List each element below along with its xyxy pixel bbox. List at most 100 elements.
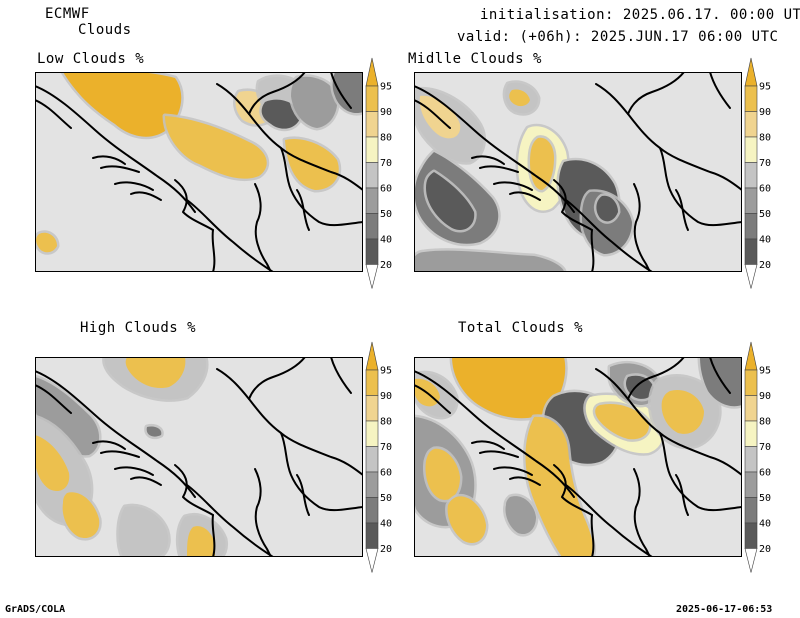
colorbar-bottom-arrow bbox=[744, 264, 758, 289]
island-outline bbox=[114, 181, 154, 191]
country-border bbox=[330, 357, 352, 394]
cloud-area bbox=[425, 448, 460, 500]
colorbar-tick-label: 50 bbox=[380, 209, 392, 220]
island-outline bbox=[92, 155, 126, 165]
island-outline bbox=[100, 450, 140, 458]
colorbar-tick-label: 70 bbox=[380, 442, 392, 453]
colorbar-bottom-arrow bbox=[365, 548, 379, 573]
coastlines-and-borders bbox=[414, 357, 742, 557]
colorbar-tick-label: 60 bbox=[759, 184, 771, 195]
coastline bbox=[186, 484, 274, 557]
country-border bbox=[553, 464, 593, 516]
coastlines-and-borders bbox=[35, 72, 363, 272]
colorbar-tick-label: 80 bbox=[759, 133, 771, 144]
country-border bbox=[211, 229, 216, 272]
coastline bbox=[35, 99, 72, 129]
island-outline bbox=[471, 155, 505, 165]
map-high-clouds bbox=[35, 357, 363, 557]
colorbar-bin bbox=[365, 85, 379, 112]
colorbar-bin bbox=[365, 522, 379, 549]
colorbar-bin bbox=[744, 85, 758, 112]
colorbar-bin bbox=[365, 369, 379, 396]
colorbar-total: 20 40 50 60 70 80 90 95 bbox=[743, 341, 783, 576]
island-outline bbox=[114, 466, 154, 476]
country-border bbox=[296, 474, 310, 516]
panel-title-middle: Midlle Clouds % bbox=[408, 51, 542, 67]
coastline bbox=[35, 85, 196, 213]
colorbar-tick-label: 70 bbox=[759, 442, 771, 453]
colorbar-tick-label: 80 bbox=[380, 417, 392, 428]
colorbar-bin bbox=[744, 471, 758, 498]
colorbar-bin bbox=[744, 369, 758, 396]
cloud-area bbox=[626, 375, 654, 399]
colorbar-tick-label: 70 bbox=[380, 158, 392, 169]
coastline bbox=[414, 99, 451, 129]
cloud-area bbox=[165, 116, 267, 179]
cloud-area bbox=[661, 389, 704, 434]
colorbar-tick-label: 20 bbox=[380, 544, 392, 555]
coastline bbox=[414, 384, 451, 414]
colorbar-tick-label: 90 bbox=[380, 391, 392, 402]
coastlines-and-borders bbox=[35, 357, 363, 557]
colorbar-tick-label: 40 bbox=[759, 235, 771, 246]
country-border bbox=[254, 468, 272, 557]
cloud-area bbox=[509, 89, 530, 107]
model-name: ECMWF bbox=[45, 6, 90, 22]
coastline bbox=[35, 370, 196, 498]
cloud-area bbox=[291, 76, 338, 128]
country-border bbox=[709, 72, 731, 109]
map-total-clouds bbox=[414, 357, 742, 557]
colorbar-bin bbox=[744, 420, 758, 447]
map-frame bbox=[414, 357, 742, 557]
colorbar-low: 20 40 50 60 70 80 90 95 bbox=[364, 57, 404, 292]
coastline bbox=[414, 85, 575, 213]
colorbar-tick-label: 40 bbox=[380, 235, 392, 246]
footer-timestamp: 2025-06-17-06:53 bbox=[676, 604, 773, 615]
panel-title-high: High Clouds % bbox=[80, 320, 197, 336]
colorbar-tick-label: 90 bbox=[759, 107, 771, 118]
coastline bbox=[35, 384, 72, 414]
country-border bbox=[709, 357, 731, 394]
colorbar-bin bbox=[365, 111, 379, 138]
colorbar-bin bbox=[365, 187, 379, 214]
colorbar-tick-label: 80 bbox=[759, 417, 771, 428]
island-outline bbox=[493, 466, 533, 476]
country-border bbox=[248, 357, 306, 400]
cloud-area bbox=[332, 72, 363, 114]
island-outline bbox=[100, 165, 140, 173]
colorbar-tick-label: 95 bbox=[759, 366, 771, 377]
island-outline bbox=[130, 191, 162, 201]
cloud-fields bbox=[414, 357, 742, 557]
colorbar-tick-label: 60 bbox=[759, 468, 771, 479]
cloud-area bbox=[505, 496, 536, 535]
colorbar-bin bbox=[365, 238, 379, 265]
colorbar-top-arrow bbox=[365, 57, 379, 87]
colorbar-bin bbox=[365, 471, 379, 498]
colorbar-bin bbox=[365, 420, 379, 447]
colorbar-bin bbox=[744, 213, 758, 240]
colorbar-tick-label: 40 bbox=[380, 519, 392, 530]
island-outline bbox=[92, 440, 126, 450]
init-time: initialisation: 2025.06.17. 00:00 UTC bbox=[480, 7, 800, 23]
cloud-area bbox=[63, 72, 182, 137]
cloud-area bbox=[118, 506, 169, 557]
cloud-area bbox=[426, 172, 475, 231]
colorbar-tick-label: 40 bbox=[759, 519, 771, 530]
colorbar-tick-label: 20 bbox=[759, 260, 771, 271]
island-outline bbox=[471, 440, 505, 450]
cloud-area bbox=[525, 416, 594, 557]
country-border bbox=[633, 183, 651, 272]
map-frame bbox=[35, 72, 363, 272]
coastline bbox=[414, 370, 575, 498]
colorbar-bin bbox=[744, 111, 758, 138]
cloud-fields bbox=[35, 72, 363, 255]
colorbar-bin bbox=[744, 446, 758, 473]
country-border bbox=[590, 229, 595, 272]
colorbar-bin bbox=[744, 395, 758, 422]
cloud-area bbox=[146, 426, 162, 437]
island-outline bbox=[509, 476, 541, 486]
colorbar-middle: 20 40 50 60 70 80 90 95 bbox=[743, 57, 783, 292]
panel-title-total: Total Clouds % bbox=[458, 320, 584, 336]
cloud-area bbox=[35, 435, 70, 491]
colorbar-bottom-arrow bbox=[365, 264, 379, 289]
